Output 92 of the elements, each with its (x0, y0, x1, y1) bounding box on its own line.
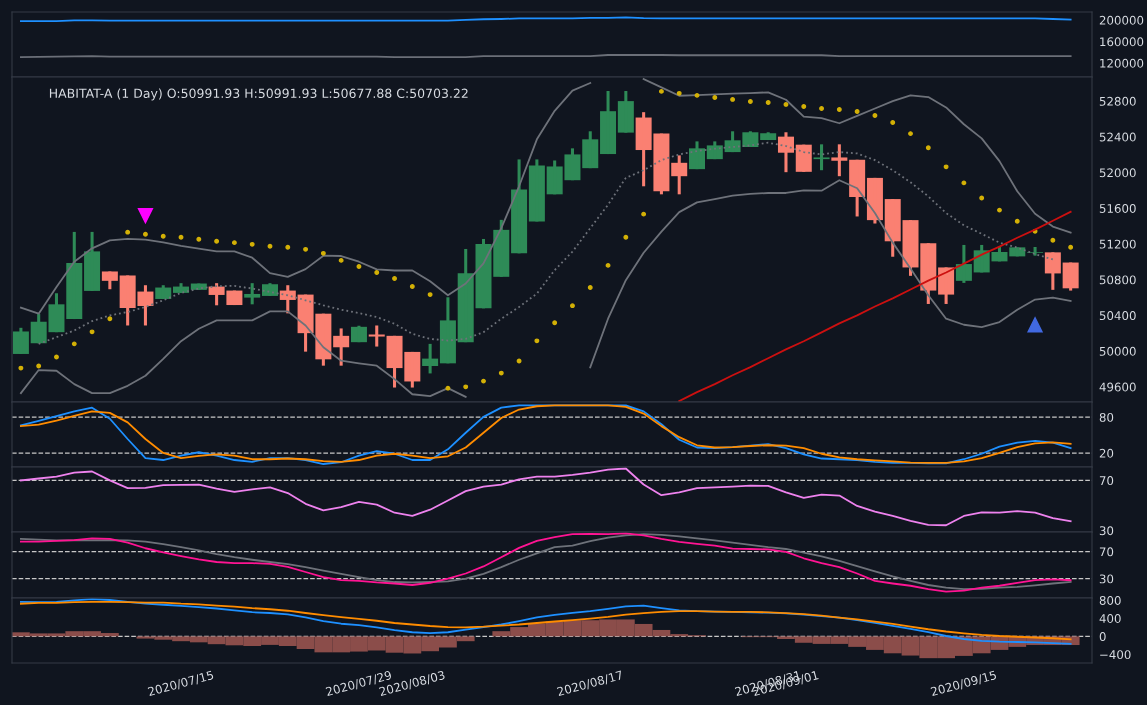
line-series (19, 467, 1072, 527)
point (801, 104, 807, 109)
point (249, 241, 255, 247)
y-tick-label: 49600 (1099, 382, 1136, 392)
y-tick-label: 160000 (1100, 37, 1144, 47)
point (409, 284, 415, 289)
y-tick-label: 200000 (1099, 15, 1144, 25)
y-tick-label: 30 (1099, 574, 1114, 584)
y-tick-label: 20 (1099, 448, 1114, 458)
point (1050, 237, 1056, 243)
point (943, 164, 949, 170)
y-tick-label: 51600 (1099, 203, 1136, 213)
point (641, 211, 647, 217)
point (107, 316, 113, 322)
point (143, 231, 148, 237)
point (961, 180, 967, 186)
point (712, 95, 718, 100)
point (997, 207, 1002, 213)
point (587, 285, 593, 290)
point (125, 229, 131, 235)
y-tick-label: 52000 (1099, 168, 1136, 178)
y-tick-label: 52800 (1099, 96, 1136, 106)
y-tick-label: 51200 (1099, 239, 1136, 249)
candlestick (813, 144, 830, 172)
y-tick-label: 80 (1099, 412, 1114, 422)
point (427, 292, 433, 298)
y-tick-label: 70 (1099, 547, 1114, 557)
point (730, 96, 736, 102)
point (137, 208, 154, 224)
candlestick (795, 144, 812, 172)
point (890, 120, 896, 125)
y-tick-label: 50000 (1099, 346, 1136, 356)
point (1068, 244, 1074, 250)
candlestick (1009, 247, 1026, 257)
y-tick-label: 800 (1099, 595, 1121, 605)
y-tick-label: 50400 (1099, 311, 1136, 321)
y-tick-label: 50800 (1099, 275, 1136, 285)
point (320, 250, 326, 256)
point (623, 234, 629, 240)
point (552, 320, 558, 326)
point (374, 270, 380, 275)
point (214, 238, 220, 244)
point (979, 195, 985, 201)
point (1014, 218, 1020, 224)
candlestick (831, 144, 848, 178)
point (463, 384, 469, 390)
candlestick (1027, 247, 1044, 256)
point (854, 109, 860, 114)
point (747, 99, 753, 104)
point (872, 113, 878, 118)
point (160, 233, 166, 239)
point (54, 354, 59, 360)
point (392, 276, 397, 281)
point (498, 370, 504, 376)
point (36, 363, 42, 369)
y-tick-label: 30 (1099, 526, 1114, 536)
y-tick-label: 400 (1099, 614, 1121, 623)
point (658, 88, 664, 94)
point (196, 236, 202, 242)
y-tick-label: 70 (1099, 476, 1114, 486)
y-tick-label: −400 (1100, 650, 1131, 660)
point (908, 131, 913, 137)
point (71, 341, 77, 347)
point (267, 243, 273, 249)
point (285, 244, 291, 250)
point (676, 90, 682, 96)
y-tick-label: 120000 (1100, 58, 1144, 68)
point (356, 264, 362, 269)
point (481, 378, 486, 384)
point (18, 365, 24, 371)
point (783, 101, 789, 107)
point (836, 107, 842, 112)
point (1027, 317, 1043, 333)
point (605, 262, 611, 268)
point (694, 92, 700, 98)
point (925, 145, 931, 151)
point (231, 240, 237, 246)
point (178, 234, 184, 240)
line-series (678, 210, 1072, 402)
y-tick-label: 0 (1099, 632, 1106, 642)
point (516, 358, 522, 364)
point (765, 100, 771, 105)
point (570, 303, 575, 309)
point (338, 257, 344, 263)
candlestick (368, 325, 385, 347)
point (534, 338, 540, 344)
point (445, 385, 451, 391)
y-tick-label: 52400 (1099, 132, 1136, 142)
point (303, 246, 309, 252)
point (89, 329, 95, 335)
point (819, 106, 824, 111)
text: HABITAT-A (1 Day) O:50991.93 H:50991.93 L:50677.88 C:50703.22 (49, 88, 468, 101)
